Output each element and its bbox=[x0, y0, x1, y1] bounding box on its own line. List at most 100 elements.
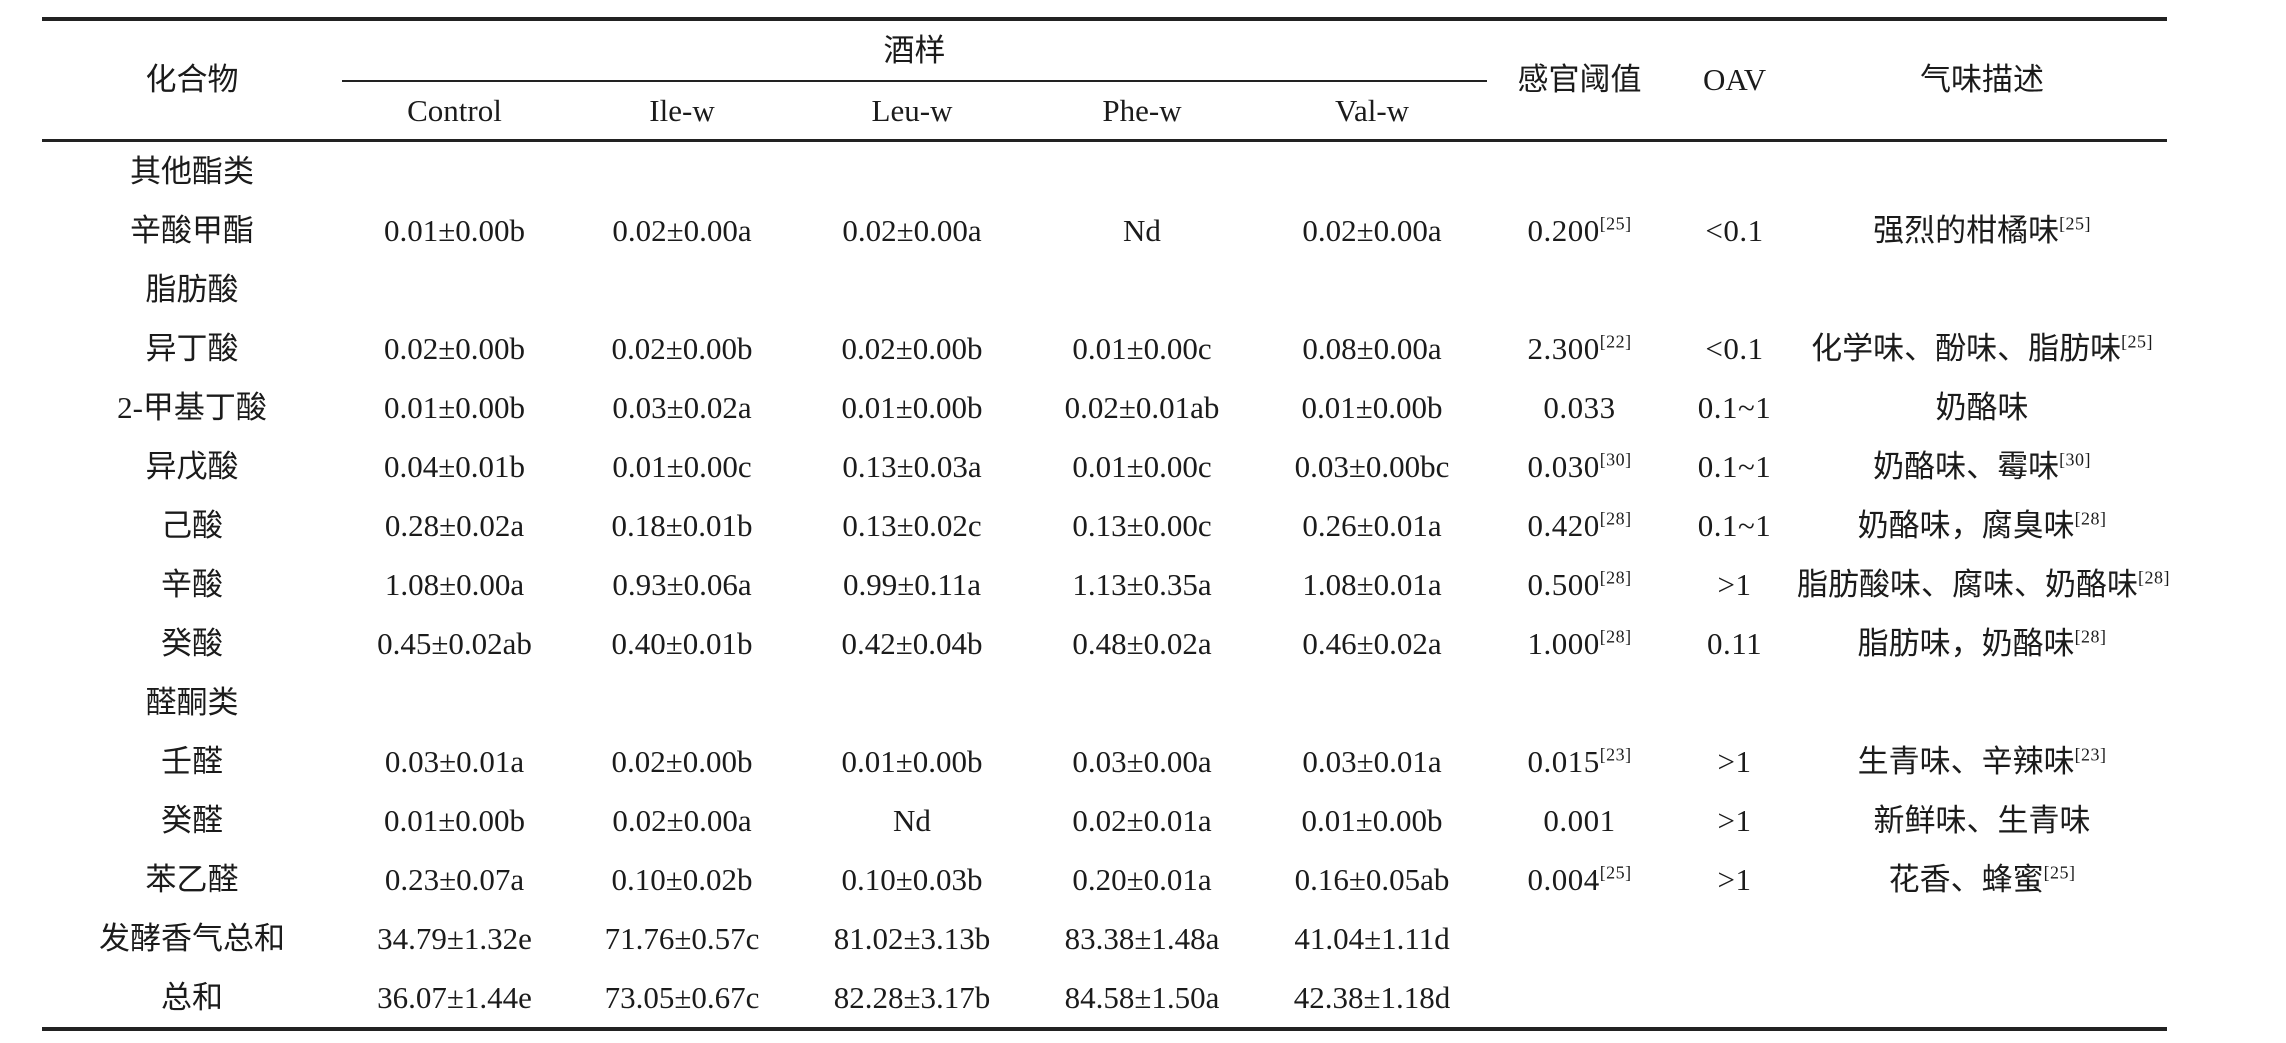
sample-value-cell: 0.03±0.02a bbox=[612, 389, 752, 425]
col-header-sample-val-w: Val-w bbox=[1335, 92, 1410, 128]
sample-value-cell: 0.04±0.01b bbox=[383, 448, 525, 484]
threshold-cell: 0.001 bbox=[1543, 802, 1616, 838]
sample-value-cell: 0.20±0.01a bbox=[1072, 861, 1212, 897]
odor-cell: 强烈的柑橘味[25] bbox=[1873, 212, 2092, 248]
threshold-cell: 0.015[23] bbox=[1527, 743, 1632, 779]
threshold-cell bbox=[1487, 909, 1672, 968]
reference-superscript: [28] bbox=[2074, 508, 2107, 529]
sample-value-cell: 0.02±0.01ab bbox=[1064, 389, 1220, 425]
compound-name-cell: 癸醛 bbox=[161, 802, 223, 838]
compound-row: 辛酸甲酯 0.01±0.00b 0.02±0.00a 0.02±0.00a Nd 0.02… bbox=[42, 201, 2167, 260]
compound-row: 癸酸 0.45±0.02ab 0.40±0.01b 0.42±0.04b 0.48±0.… bbox=[42, 614, 2167, 673]
sample-value-cell: 0.28±0.02a bbox=[384, 507, 525, 543]
sample-value-cell: 0.42±0.04b bbox=[841, 625, 983, 661]
sample-value-cell: 0.93±0.06a bbox=[612, 566, 752, 602]
reference-superscript: [28] bbox=[2074, 626, 2107, 647]
category-row: 其他酯类 bbox=[42, 141, 2167, 202]
reference-superscript: [25] bbox=[1599, 213, 1632, 234]
sample-value-cell: 0.16±0.05ab bbox=[1294, 861, 1450, 897]
sample-value-cell: 0.02±0.00b bbox=[383, 330, 525, 366]
col-header-sample-phe-w: Phe-w bbox=[1102, 92, 1182, 128]
compound-row: 异丁酸 0.02±0.00b 0.02±0.00b 0.02±0.00b 0.01±0.… bbox=[42, 319, 2167, 378]
reference-superscript: [23] bbox=[2074, 744, 2107, 765]
sample-value-cell: 0.01±0.00b bbox=[383, 212, 525, 248]
sample-value-cell: 0.02±0.00a bbox=[1302, 212, 1442, 248]
sample-value-cell: 73.05±0.67c bbox=[604, 979, 760, 1015]
threshold-cell: 1.000[28] bbox=[1527, 625, 1632, 661]
oav-cell: <0.1 bbox=[1705, 330, 1764, 366]
odor-cell: 脂肪味，奶酪味[28] bbox=[1857, 625, 2107, 661]
compound-name-cell: 壬醛 bbox=[161, 743, 223, 779]
sample-value-cell: 0.03±0.01a bbox=[384, 743, 525, 779]
category-row: 醛酮类 bbox=[42, 673, 2167, 732]
threshold-cell bbox=[1487, 968, 1672, 1029]
compound-row: 苯乙醛 0.23±0.07a 0.10±0.02b 0.10±0.03b 0.20±0.… bbox=[42, 850, 2167, 909]
sample-value-cell: 0.02±0.00a bbox=[842, 212, 982, 248]
sample-value-cell: 0.40±0.01b bbox=[611, 625, 753, 661]
sample-value-cell: 36.07±1.44e bbox=[377, 979, 532, 1015]
oav-cell: >1 bbox=[1717, 566, 1752, 602]
sample-value-cell: 0.23±0.07a bbox=[384, 861, 525, 897]
aroma-compound-table: 化合物 酒样 感官阈值 OAV 气味描述 Control Ile-w Leu-w… bbox=[42, 17, 2169, 1031]
compound-name-cell: 辛酸甲酯 bbox=[130, 212, 254, 248]
sample-value-cell: Nd bbox=[1123, 212, 1161, 248]
compound-name-cell: 癸酸 bbox=[161, 625, 223, 661]
odor-cell: 奶酪味，腐臭味[28] bbox=[1857, 507, 2107, 543]
table-header: 化合物 酒样 感官阈值 OAV 气味描述 Control Ile-w Leu-w… bbox=[42, 19, 2168, 141]
compound-name-cell: 异戊酸 bbox=[145, 448, 239, 484]
reference-superscript: [30] bbox=[2059, 449, 2092, 470]
oav-cell: >1 bbox=[1717, 861, 1752, 897]
sample-value-cell: 1.13±0.35a bbox=[1072, 566, 1212, 602]
table-body: 其他酯类辛酸甲酯 0.01±0.00b 0.02±0.00a 0.02±0.00a Nd… bbox=[42, 141, 2169, 1030]
reference-superscript: [28] bbox=[1599, 567, 1632, 588]
compound-name-cell: 苯乙醛 bbox=[145, 861, 239, 897]
col-header-compound: 化合物 bbox=[145, 62, 239, 98]
sample-value-cell: 0.10±0.03b bbox=[841, 861, 983, 897]
sample-value-cell: 0.02±0.00b bbox=[611, 330, 753, 366]
header-group-row: 化合物 酒样 感官阈值 OAV 气味描述 bbox=[42, 19, 2167, 97]
odor-cell: 奶酪味 bbox=[1935, 389, 2029, 425]
col-header-sample-group: 酒样 bbox=[342, 19, 1488, 82]
sample-value-cell: 0.13±0.00c bbox=[1072, 507, 1212, 543]
reference-superscript: [23] bbox=[1599, 744, 1632, 765]
sample-value-cell: 0.01±0.00b bbox=[383, 802, 525, 838]
reference-superscript: [22] bbox=[1599, 331, 1632, 352]
sample-value-cell: 0.03±0.00a bbox=[1072, 743, 1212, 779]
sample-value-cell: 1.08±0.00a bbox=[384, 566, 525, 602]
empty-cell bbox=[342, 141, 2167, 202]
sample-value-cell: 0.10±0.02b bbox=[611, 861, 753, 897]
reference-superscript: [25] bbox=[2043, 862, 2076, 883]
sample-value-cell: Nd bbox=[893, 802, 931, 838]
threshold-cell: 0.004[25] bbox=[1527, 861, 1632, 897]
threshold-cell: 2.300[22] bbox=[1527, 330, 1632, 366]
oav-cell: <0.1 bbox=[1705, 212, 1764, 248]
sample-value-cell: 0.02±0.00b bbox=[841, 330, 983, 366]
compound-row: 总和 36.07±1.44e 73.05±0.67c 82.28±3.17b 84.58… bbox=[42, 968, 2167, 1029]
category-name-cell: 醛酮类 bbox=[145, 684, 239, 720]
reference-superscript: [25] bbox=[1599, 862, 1632, 883]
compound-name-cell: 辛酸 bbox=[161, 566, 223, 602]
sample-value-cell: 0.13±0.03a bbox=[842, 448, 982, 484]
sample-value-cell: 0.26±0.01a bbox=[1302, 507, 1442, 543]
sample-value-cell: 0.01±0.00b bbox=[1301, 802, 1443, 838]
col-header-threshold: 感官阈值 bbox=[1517, 62, 1642, 98]
oav-cell: >1 bbox=[1717, 743, 1752, 779]
reference-superscript: [25] bbox=[2059, 213, 2092, 234]
compound-name-cell: 异丁酸 bbox=[145, 330, 239, 366]
col-header-oav: OAV bbox=[1702, 62, 1767, 98]
sample-value-cell: 0.46±0.02a bbox=[1302, 625, 1442, 661]
sample-value-cell: 0.18±0.01b bbox=[611, 507, 753, 543]
odor-cell: 奶酪味、霉味[30] bbox=[1873, 448, 2092, 484]
compound-row: 2-甲基丁酸 0.01±0.00b 0.03±0.02a 0.01±0.00b 0.02… bbox=[42, 378, 2167, 437]
sample-value-cell: 0.01±0.00c bbox=[612, 448, 752, 484]
sample-value-cell: 83.38±1.48a bbox=[1064, 920, 1220, 956]
sample-value-cell: 82.28±3.17b bbox=[833, 979, 991, 1015]
compound-row: 壬醛 0.03±0.01a 0.02±0.00b 0.01±0.00b 0.03±0.0… bbox=[42, 732, 2167, 791]
threshold-cell: 0.030[30] bbox=[1527, 448, 1632, 484]
sample-value-cell: 0.01±0.00b bbox=[841, 389, 983, 425]
compound-name-cell: 总和 bbox=[161, 979, 223, 1015]
compound-name-cell: 发酵香气总和 bbox=[99, 920, 285, 956]
sample-value-cell: 0.13±0.02c bbox=[842, 507, 982, 543]
category-name-cell: 脂肪酸 bbox=[145, 271, 239, 307]
